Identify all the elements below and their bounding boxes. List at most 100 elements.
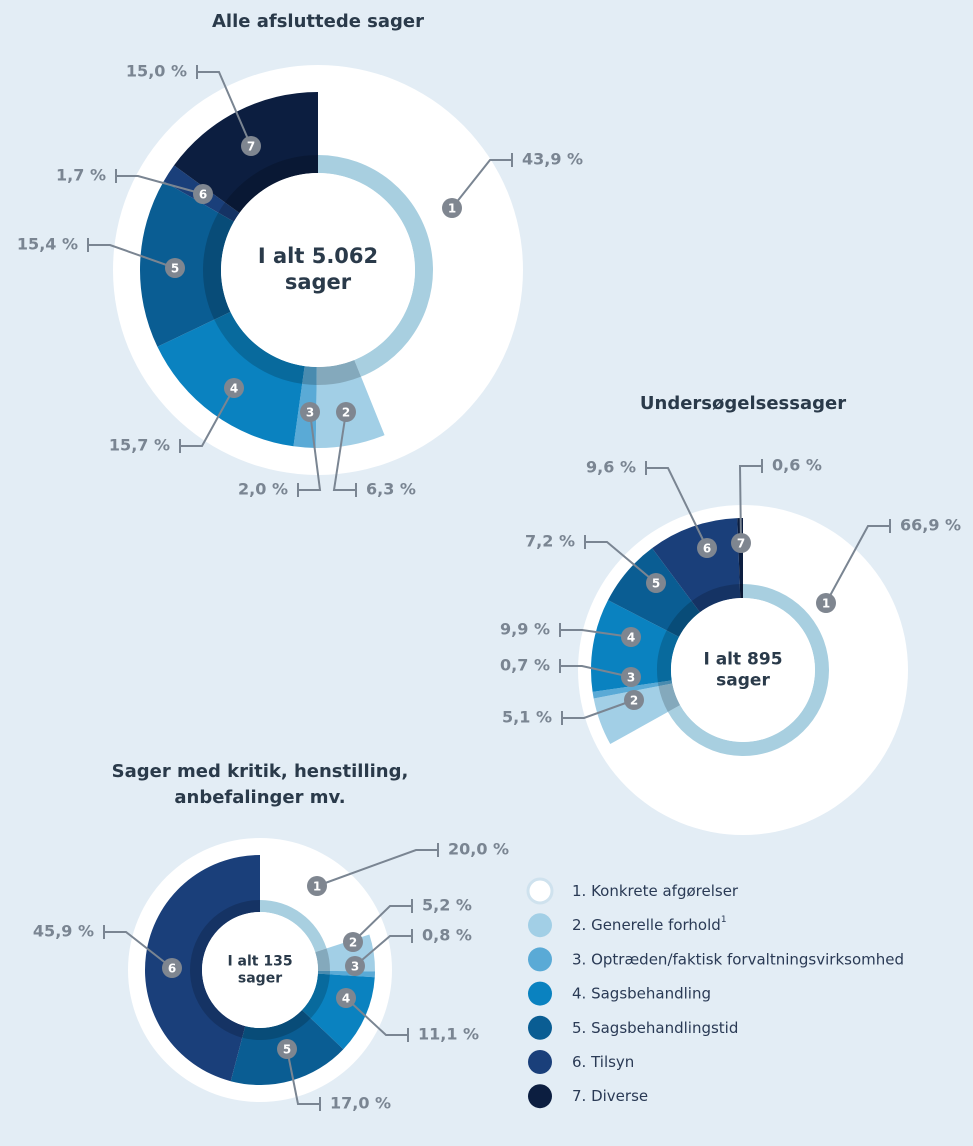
chart-title: Undersøgelsessager xyxy=(640,393,846,414)
segment-band xyxy=(302,973,330,1019)
badge xyxy=(193,184,213,204)
badge-number: 3 xyxy=(627,671,635,685)
legend-label: 2. Generelle forhold1 xyxy=(572,915,727,934)
value-label: 0,6 % xyxy=(772,456,822,475)
leader-line xyxy=(332,411,356,491)
legend-text: 7. Diverse xyxy=(572,1087,648,1105)
segment xyxy=(592,680,673,699)
leader-line xyxy=(345,997,408,1036)
badge-number: 5 xyxy=(652,577,660,591)
leader-line xyxy=(286,1048,320,1105)
badge xyxy=(224,378,244,398)
badge-number: 6 xyxy=(703,542,711,556)
legend-text: 1. Konkrete afgørelser xyxy=(572,882,739,900)
segment xyxy=(140,181,234,347)
value-label: 0,7 % xyxy=(500,656,550,675)
segment-band xyxy=(218,202,240,222)
segment xyxy=(652,518,741,613)
leader-line xyxy=(585,541,657,584)
leader-line xyxy=(560,665,632,678)
value-label: 1,7 % xyxy=(56,166,106,185)
center-label: sager xyxy=(716,671,770,691)
segment-band xyxy=(224,155,318,213)
legend-label: 7. Diverse xyxy=(572,1087,648,1105)
legend-label: 1. Konkrete afgørelser xyxy=(572,882,739,900)
legend-swatch xyxy=(528,1050,552,1074)
badge-number: 5 xyxy=(171,262,179,276)
badge-number: 2 xyxy=(349,936,357,950)
segment-band xyxy=(316,359,362,385)
leader-line xyxy=(104,931,173,969)
badge-number: 2 xyxy=(630,694,638,708)
badge-number: 1 xyxy=(448,202,456,216)
value-label: 15,7 % xyxy=(109,436,170,455)
legend-swatch xyxy=(528,1015,552,1040)
badge xyxy=(336,402,356,422)
leader-line xyxy=(562,699,635,719)
segment-band xyxy=(214,311,305,384)
leader-line xyxy=(646,467,708,549)
legend-swatch xyxy=(526,877,554,905)
legend-label: 4. Sagsbehandling xyxy=(572,984,711,1002)
segment-band xyxy=(739,584,743,599)
legend-text: 2. Generelle forhold xyxy=(572,916,721,934)
segment xyxy=(260,855,370,953)
segment xyxy=(593,683,681,745)
segment-band xyxy=(190,900,260,1038)
badge-number: 5 xyxy=(283,1043,291,1057)
value-label: 66,9 % xyxy=(900,516,961,535)
value-label: 43,9 % xyxy=(522,150,583,169)
legend-text: 6. Tilsyn xyxy=(572,1053,634,1071)
segment-band xyxy=(317,970,330,975)
segment-band xyxy=(260,900,327,953)
center-circle xyxy=(671,598,815,742)
badge-number: 4 xyxy=(342,992,350,1006)
center-label: sager xyxy=(285,270,352,294)
badge xyxy=(646,573,666,593)
badge xyxy=(697,538,717,558)
badge-number: 6 xyxy=(168,962,176,976)
badge xyxy=(162,958,182,978)
legend-swatch xyxy=(528,913,552,938)
segment-band xyxy=(203,212,234,320)
center-circle xyxy=(202,912,318,1028)
segment-band xyxy=(691,584,741,613)
badge xyxy=(731,533,751,553)
leader-line xyxy=(825,525,890,604)
badge xyxy=(442,198,462,218)
badge-number: 6 xyxy=(199,188,207,202)
badge-number: 1 xyxy=(822,597,830,611)
chart-title: Sager med kritik, henstilling, xyxy=(112,761,409,782)
value-label: 5,2 % xyxy=(422,896,472,915)
badge-number: 7 xyxy=(247,140,255,154)
legend-note: 1 xyxy=(721,915,727,925)
badge xyxy=(345,956,365,976)
value-label: 15,0 % xyxy=(126,62,187,81)
segment-band xyxy=(666,601,700,637)
badge-number: 4 xyxy=(627,631,635,645)
center-label: I alt 135 xyxy=(227,953,292,969)
badge xyxy=(816,593,836,613)
badge xyxy=(241,136,261,156)
center-label: sager xyxy=(238,971,282,987)
value-label: 7,2 % xyxy=(525,532,575,551)
leader-line xyxy=(451,159,512,209)
value-label: 5,1 % xyxy=(502,708,552,727)
chart-title: Alle afsluttede sager xyxy=(212,11,424,32)
legend-text: 3. Optræden/faktisk forvaltningsvirksomh… xyxy=(572,950,904,968)
segment-band xyxy=(657,630,680,683)
badge-number: 4 xyxy=(230,382,238,396)
leader-line xyxy=(116,175,204,195)
segment xyxy=(145,855,260,1082)
value-label: 2,0 % xyxy=(238,480,288,499)
center-label: I alt 895 xyxy=(703,649,782,669)
segment xyxy=(302,973,375,1050)
badge xyxy=(307,876,327,896)
legend-label: 6. Tilsyn xyxy=(572,1053,634,1071)
value-label: 17,0 % xyxy=(330,1094,391,1113)
badge xyxy=(336,988,356,1008)
center-circle xyxy=(221,173,415,367)
badge-number: 3 xyxy=(351,960,359,974)
value-label: 6,3 % xyxy=(366,480,416,499)
badge xyxy=(621,667,641,687)
